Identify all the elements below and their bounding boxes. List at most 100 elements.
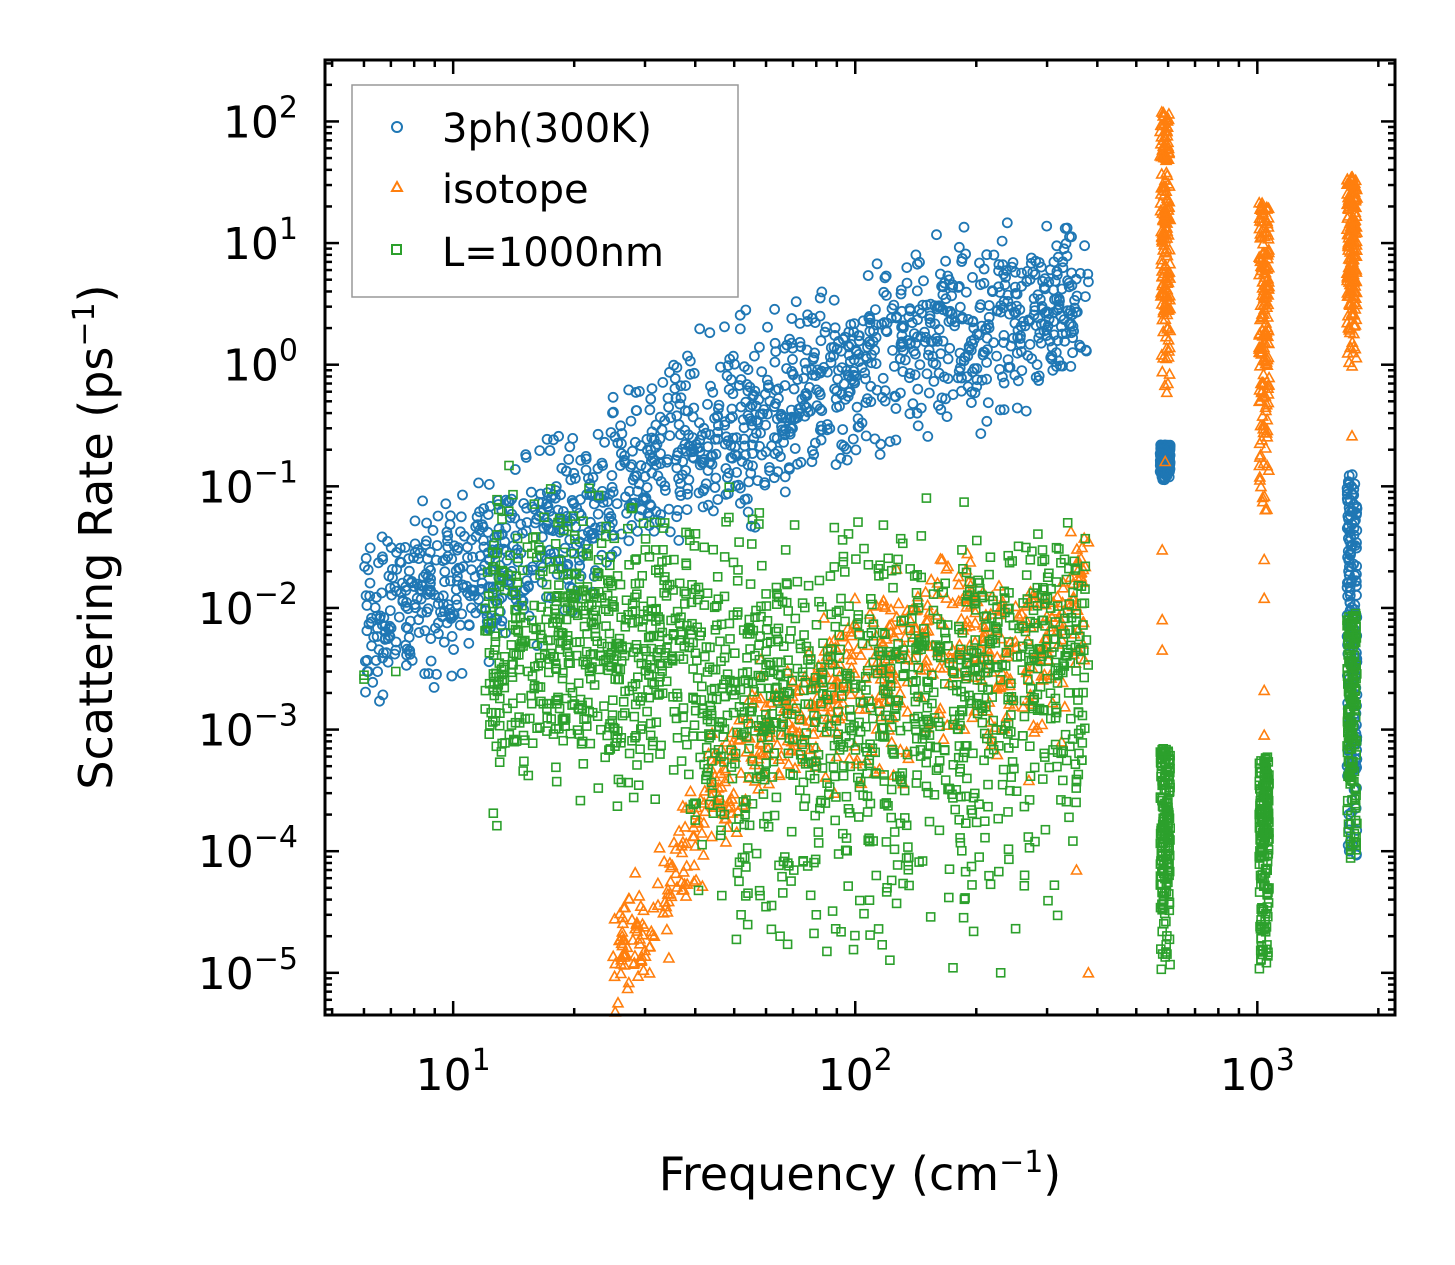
point-isotope xyxy=(804,742,817,755)
point-3ph xyxy=(786,313,798,324)
point-3ph xyxy=(520,451,532,463)
point-3ph xyxy=(727,432,739,444)
point-boundary xyxy=(711,600,722,611)
point-isotope xyxy=(845,647,859,660)
point-boundary xyxy=(1066,713,1076,724)
point-boundary xyxy=(850,745,861,755)
point-boundary xyxy=(724,512,734,523)
point-3ph xyxy=(704,327,716,339)
point-boundary xyxy=(988,715,999,726)
point-isotope xyxy=(1259,265,1272,278)
point-isotope xyxy=(1160,123,1174,136)
point-boundary xyxy=(1080,561,1091,572)
point-isotope xyxy=(1261,329,1275,342)
point-boundary xyxy=(801,641,812,652)
point-isotope xyxy=(1256,490,1270,503)
point-boundary xyxy=(913,662,924,673)
point-boundary xyxy=(701,642,712,652)
point-boundary xyxy=(912,597,923,608)
point-3ph xyxy=(420,535,432,547)
point-boundary xyxy=(1048,626,1058,637)
point-isotope xyxy=(725,792,739,804)
point-boundary xyxy=(553,517,563,528)
point-3ph xyxy=(729,449,741,461)
point-boundary xyxy=(605,719,615,729)
point-3ph xyxy=(424,546,436,558)
point-boundary xyxy=(898,878,908,889)
point-3ph xyxy=(978,277,990,289)
point-3ph xyxy=(806,364,818,376)
point-3ph xyxy=(473,477,485,489)
point-isotope xyxy=(1348,194,1362,206)
point-3ph xyxy=(904,372,915,384)
point-boundary xyxy=(905,564,916,574)
point-3ph xyxy=(455,511,467,523)
point-boundary xyxy=(573,601,583,612)
point-boundary xyxy=(870,768,881,778)
point-boundary xyxy=(791,703,802,714)
point-boundary xyxy=(960,893,970,903)
point-3ph xyxy=(659,480,671,492)
point-isotope xyxy=(647,929,661,942)
point-boundary xyxy=(764,721,775,731)
point-3ph xyxy=(941,411,953,423)
point-boundary xyxy=(588,649,599,659)
point-boundary xyxy=(553,556,564,567)
point-boundary xyxy=(758,726,769,737)
point-boundary xyxy=(880,629,890,640)
point-boundary xyxy=(1158,743,1168,754)
point-boundary xyxy=(864,895,875,906)
point-3ph xyxy=(808,449,820,460)
point-boundary xyxy=(666,615,676,626)
point-3ph xyxy=(878,286,890,298)
point-isotope xyxy=(1155,167,1169,179)
point-boundary xyxy=(983,684,993,695)
point-isotope xyxy=(968,616,982,628)
point-boundary xyxy=(819,714,829,725)
point-3ph xyxy=(734,323,746,335)
point-boundary xyxy=(841,791,852,802)
point-3ph xyxy=(901,262,913,274)
point-boundary xyxy=(811,761,822,771)
point-isotope xyxy=(884,617,898,630)
point-3ph xyxy=(1341,488,1353,500)
point-3ph xyxy=(1016,267,1027,279)
point-boundary xyxy=(1068,587,1078,598)
point-isotope xyxy=(1257,552,1271,565)
point-boundary xyxy=(612,726,623,737)
point-3ph xyxy=(364,542,376,554)
point-boundary xyxy=(792,576,803,587)
point-boundary xyxy=(531,624,541,635)
point-boundary xyxy=(974,583,985,594)
point-3ph xyxy=(725,412,736,424)
point-boundary xyxy=(806,684,816,695)
point-boundary xyxy=(833,706,843,717)
point-boundary xyxy=(829,522,840,533)
point-boundary xyxy=(862,807,873,817)
point-boundary xyxy=(955,767,965,777)
point-3ph xyxy=(1070,273,1082,285)
point-boundary xyxy=(605,576,616,587)
point-boundary xyxy=(679,586,690,597)
point-boundary xyxy=(961,791,972,802)
point-boundary xyxy=(554,580,564,590)
point-3ph xyxy=(372,622,383,634)
point-isotope xyxy=(1155,643,1169,655)
point-3ph xyxy=(866,357,877,369)
point-boundary xyxy=(786,876,796,886)
point-3ph xyxy=(779,342,790,354)
point-boundary xyxy=(842,670,852,681)
point-boundary xyxy=(708,808,719,819)
point-3ph xyxy=(725,439,737,451)
point-boundary xyxy=(958,912,969,923)
point-3ph xyxy=(471,511,483,523)
point-3ph xyxy=(697,501,709,513)
point-3ph xyxy=(470,607,482,619)
point-3ph xyxy=(523,580,534,592)
point-boundary xyxy=(840,616,850,627)
point-3ph xyxy=(722,360,734,372)
point-isotope xyxy=(635,949,648,962)
point-3ph xyxy=(923,344,935,356)
point-boundary xyxy=(914,857,924,867)
point-boundary xyxy=(527,671,538,681)
